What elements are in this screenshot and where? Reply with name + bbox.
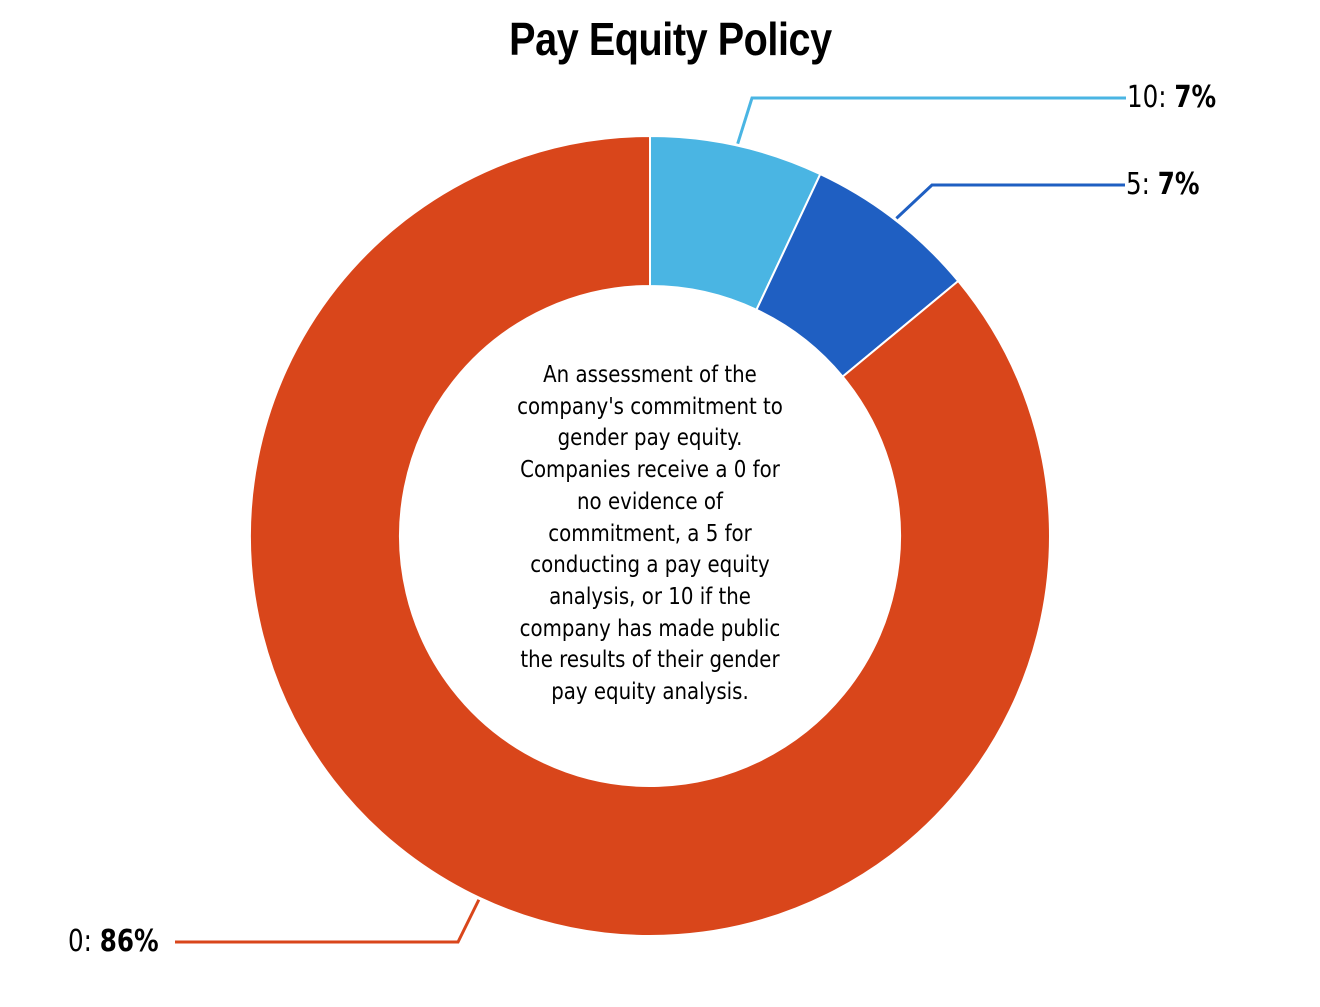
center-line: Companies receive a 0 for bbox=[520, 457, 780, 484]
leader-line-5 bbox=[895, 183, 1125, 220]
slice-label-value: 7% bbox=[1174, 80, 1217, 115]
slice-label-5: 5: 7% bbox=[1126, 167, 1200, 202]
leader-line-0 bbox=[175, 899, 481, 944]
leader-lines bbox=[175, 96, 1126, 944]
slice-0 bbox=[249, 134, 1051, 937]
slice-label-0: 0: 86% bbox=[68, 924, 159, 959]
center-line: An assessment of the bbox=[543, 362, 757, 388]
center-line: analysis, or 10 if the bbox=[549, 583, 751, 610]
center-line: pay equity analysis. bbox=[551, 679, 749, 706]
center-line: no evidence of bbox=[577, 488, 723, 515]
chart-title: Pay Equity Policy bbox=[509, 13, 832, 65]
slice-label-category: 5: bbox=[1126, 167, 1158, 202]
center-line: gender pay equity. bbox=[557, 425, 743, 452]
slice-label-category: 0: bbox=[68, 924, 100, 959]
slice-label-10: 10: 7% bbox=[1127, 80, 1216, 115]
center-line: commitment, a 5 for bbox=[548, 520, 752, 547]
center-line: the results of their gender bbox=[520, 647, 780, 674]
center-line: conducting a pay equity bbox=[530, 552, 770, 579]
slice-label-category: 10: bbox=[1127, 80, 1175, 115]
donut-slices bbox=[249, 134, 1051, 937]
center-line: company's commitment to bbox=[517, 393, 783, 420]
leader-line-10 bbox=[736, 96, 1126, 145]
slice-label-value: 7% bbox=[1157, 167, 1200, 202]
slice-label-value: 86% bbox=[99, 924, 159, 959]
center-line: company has made public bbox=[519, 615, 781, 642]
center-annotation: An assessment of the company's commitmen… bbox=[478, 360, 822, 709]
